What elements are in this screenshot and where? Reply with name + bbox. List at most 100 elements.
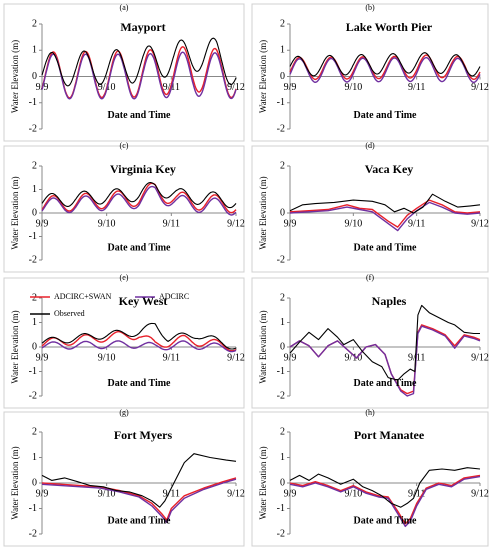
- y-tick-label: 0: [32, 477, 37, 488]
- y-tick-label: 1: [280, 317, 285, 328]
- y-tick-label: -1: [29, 503, 37, 514]
- y-axis-label: Water Elevation (m): [10, 40, 20, 113]
- chart-title: Lake Worth Pier: [346, 20, 433, 34]
- y-tick-label: -2: [277, 254, 285, 265]
- y-tick-label: -2: [277, 528, 285, 539]
- panel-frame: [251, 3, 489, 142]
- x-tick-label: 9/11: [163, 218, 180, 229]
- x-axis-label: Date and Time: [354, 110, 418, 121]
- legend-label: ADCIRC+SWAN: [54, 292, 112, 301]
- y-tick-label: 2: [280, 18, 285, 29]
- panel-letter: (c): [120, 141, 129, 150]
- y-tick-label: -1: [277, 503, 285, 514]
- y-tick-label: 0: [32, 341, 37, 352]
- y-tick-label: 1: [280, 452, 285, 463]
- chart-title: Vaca Key: [365, 162, 414, 176]
- series-line-observed: [289, 304, 480, 381]
- y-tick-label: 1: [32, 184, 37, 195]
- x-tick-label: 9/9: [284, 82, 297, 93]
- chart-title: Virginia Key: [110, 162, 176, 176]
- panel-letter: (f): [366, 273, 374, 282]
- panel-frame: [3, 145, 245, 273]
- series-line-adcirc: [41, 51, 237, 100]
- x-tick-label: 9/10: [344, 352, 362, 363]
- x-tick-label: 9/9: [284, 488, 297, 499]
- y-tick-label: 0: [280, 71, 285, 82]
- series-line-adcirc-swan: [41, 331, 237, 352]
- x-tick-label: 9/12: [227, 352, 245, 363]
- x-axis-label: Date and Time: [354, 243, 418, 254]
- x-tick-label: 9/11: [408, 82, 425, 93]
- y-tick-label: -2: [29, 390, 37, 401]
- x-tick-label: 9/11: [163, 488, 180, 499]
- x-tick-label: 9/11: [408, 488, 425, 499]
- y-tick-label: -2: [29, 123, 37, 134]
- chart-panel-2: (b) -2 -1 0 1 2 9/9 9/10 9/11 9/12 Lake Worth Pier…: [251, 3, 489, 142]
- panel-letter: (a): [120, 3, 129, 12]
- series-line-adcirc: [289, 56, 481, 84]
- y-tick-label: 1: [32, 45, 37, 56]
- series-line-adcirc: [289, 201, 481, 232]
- chart-title: Naples: [372, 294, 407, 308]
- y-axis-label: Water Elevation (m): [10, 310, 20, 383]
- x-tick-label: 9/12: [227, 218, 245, 229]
- x-tick-label: 9/12: [471, 82, 489, 93]
- y-tick-label: -1: [277, 366, 285, 377]
- x-tick-label: 9/10: [344, 488, 362, 499]
- chart-panel-4: (d) -2 0 2 9/9 9/10 9/11 9/12 Vaca Key Date and T…: [251, 141, 489, 273]
- y-tick-label: -2: [29, 254, 37, 265]
- y-tick-label: 1: [32, 317, 37, 328]
- y-tick-label: -2: [29, 528, 37, 539]
- y-tick-label: 0: [32, 207, 37, 218]
- y-tick-label: 1: [280, 45, 285, 56]
- chart-title: Port Manatee: [354, 428, 425, 442]
- series-line-observed: [289, 52, 481, 77]
- x-axis-label: Date and Time: [108, 378, 172, 389]
- x-tick-label: 9/10: [98, 218, 116, 229]
- x-tick-label: 9/11: [163, 352, 180, 363]
- panel-frame: [251, 411, 489, 547]
- y-axis-label: Water Elevation (m): [258, 176, 268, 249]
- series-line-observed: [41, 37, 237, 87]
- legend: ADCIRC+SWAN ADCIRC Observed: [30, 292, 189, 318]
- panel-frame: [3, 3, 245, 142]
- panel-letter: (d): [365, 141, 375, 150]
- y-tick-label: 1: [32, 452, 37, 463]
- y-axis-label: Water Elevation (m): [258, 310, 268, 383]
- y-tick-label: 2: [280, 160, 285, 171]
- panel-letter: (h): [365, 408, 375, 417]
- y-tick-label: -1: [29, 97, 37, 108]
- series-line-observed: [41, 322, 237, 350]
- x-tick-label: 9/12: [471, 488, 489, 499]
- x-axis-label: Date and Time: [108, 110, 172, 121]
- chart-title: Mayport: [120, 20, 165, 34]
- x-tick-label: 9/12: [471, 218, 489, 229]
- x-tick-label: 9/10: [344, 82, 362, 93]
- y-tick-label: -2: [277, 390, 285, 401]
- x-tick-label: 9/9: [36, 488, 49, 499]
- y-tick-label: 2: [32, 18, 37, 29]
- y-tick-label: 0: [280, 477, 285, 488]
- y-tick-label: -1: [277, 97, 285, 108]
- x-tick-label: 9/9: [284, 352, 297, 363]
- y-tick-label: 0: [280, 207, 285, 218]
- series-line-adcirc-swan: [41, 477, 237, 521]
- y-axis-label: Water Elevation (m): [10, 446, 20, 519]
- x-axis-label: Date and Time: [354, 516, 418, 527]
- chart-panel-7: (g) -2 -1 0 1 2 9/9 9/10 9/11 9/12 Fort Myers Date …: [3, 408, 245, 547]
- panel-frame: [3, 277, 245, 409]
- chart-title: Fort Myers: [114, 428, 173, 442]
- panel-letter: (b): [365, 3, 375, 12]
- y-tick-label: -1: [29, 366, 37, 377]
- x-tick-label: 9/9: [36, 218, 49, 229]
- x-tick-label: 9/11: [408, 218, 425, 229]
- series-line-adcirc: [289, 475, 481, 528]
- y-tick-label: 2: [280, 426, 285, 437]
- x-axis-label: Date and Time: [108, 243, 172, 254]
- legend-label: ADCIRC: [159, 292, 189, 301]
- series-line-observed: [289, 193, 481, 214]
- panel-frame: [251, 277, 489, 409]
- chart-title: Key West: [119, 294, 168, 308]
